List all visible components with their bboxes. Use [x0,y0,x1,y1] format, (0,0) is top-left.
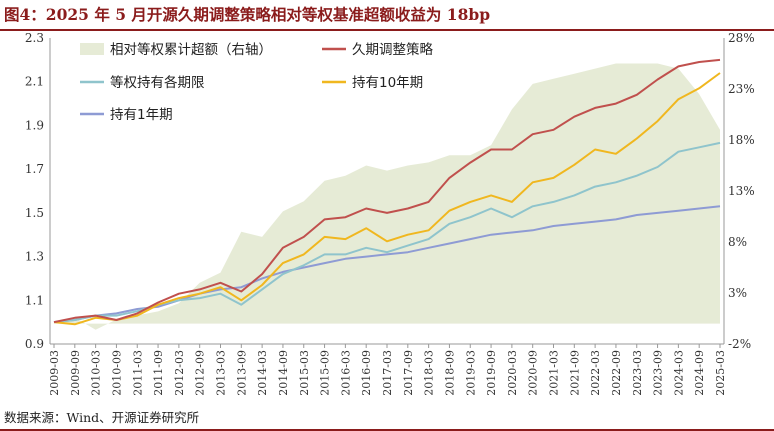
left-tick-label: 1.3 [25,250,44,264]
chart-canvas: 0.9 1.1 1.3 1.5 1.7 1.9 2.1 2.3 -2% 3% 8% 13% 18% 23%… [25,31,755,396]
left-tick-label: 2.1 [25,75,44,89]
legend-excess-area-label: 相对等权累计超额（右轴） [110,41,272,58]
x-tick-label: 2024-09 [693,350,706,396]
x-tick-label: 2021-03 [548,350,561,396]
left-tick-label: 0.9 [25,337,44,351]
right-tick-label: 18% [728,133,755,147]
duration-strategy-line [53,58,721,324]
bottom-rule [0,429,774,431]
left-tick-label: 1.5 [25,206,44,220]
legend-ten-year-label: 持有10年期 [352,75,423,91]
x-tick-label: 2022-09 [610,350,623,396]
x-tick-label: 2016-03 [339,350,352,396]
x-tick-label: 2019-03 [464,350,477,396]
x-tick-label: 2024-03 [672,350,685,396]
right-tick-label: 28% [728,31,755,45]
source-note: 数据来源：Wind、开源证券研究所 [4,410,200,425]
x-tick-label: 2012-03 [173,350,186,396]
excess-return-area [54,63,720,330]
legend-one-year-label: 持有1年期 [110,107,173,123]
x-tick-label: 2010-09 [110,350,123,396]
x-tick-label: 2015-09 [319,350,332,396]
left-tick-label: 1.1 [25,293,44,307]
x-tick-label: 2012-09 [194,350,207,396]
x-tick-label: 2016-09 [360,350,373,396]
x-tick-label: 2018-03 [423,350,436,396]
x-tick-label: 2017-03 [381,350,394,396]
x-tick-label: 2013-09 [235,350,248,396]
x-tick-label: 2020-03 [506,350,519,396]
right-tick-label: 13% [728,184,755,198]
legend-equal-weight-label: 等权持有各期限 [110,74,205,91]
x-tick-label: 2019-09 [485,350,498,396]
one-year-line [53,205,721,324]
left-tick-label: 1.9 [25,118,44,132]
x-tick-label: 2009-03 [48,350,61,396]
x-tick-label: 2014-09 [277,350,290,396]
left-tick-label: 1.7 [25,162,44,176]
right-tick-label: 23% [728,82,755,96]
x-tick-label: 2010-03 [90,350,103,396]
right-tick-label: 8% [728,235,747,249]
title-rule [0,29,774,31]
chart-title: 图4：2025 年 5 月开源久期调整策略相对等权基准超额收益为 18bp [4,5,491,24]
x-tick-label: 2021-09 [568,350,581,396]
legend-excess-area-swatch [80,43,104,55]
ten-year-line [53,72,721,326]
x-tick-label: 2020-09 [527,350,540,396]
x-tick-label: 2014-03 [256,350,269,396]
series-lines-layer [53,58,721,326]
x-tick-label: 2023-09 [652,350,665,396]
x-tick-label: 2009-09 [69,350,82,396]
x-tick-label: 2023-03 [631,350,644,396]
x-tick-label: 2018-09 [443,350,456,396]
x-tick-label: 2011-09 [152,350,165,396]
excess-return-area-layer [54,63,720,330]
x-tick-label: 2017-09 [402,350,415,396]
x-tick-label: 2013-03 [215,350,228,396]
x-tick-label: 2022-03 [589,350,602,396]
x-tick-label: 2011-03 [131,350,144,396]
right-tick-label: 3% [728,286,747,300]
right-tick-label: -2% [728,337,751,351]
axes-layer: 0.9 1.1 1.3 1.5 1.7 1.9 2.1 2.3 -2% 3% 8% 13% 18% 23%… [25,31,755,396]
legend-duration-label: 久期调整策略 [352,41,433,58]
x-tick-label: 2015-03 [298,350,311,396]
left-tick-label: 2.3 [25,31,44,45]
x-tick-label: 2025-03 [714,350,727,396]
